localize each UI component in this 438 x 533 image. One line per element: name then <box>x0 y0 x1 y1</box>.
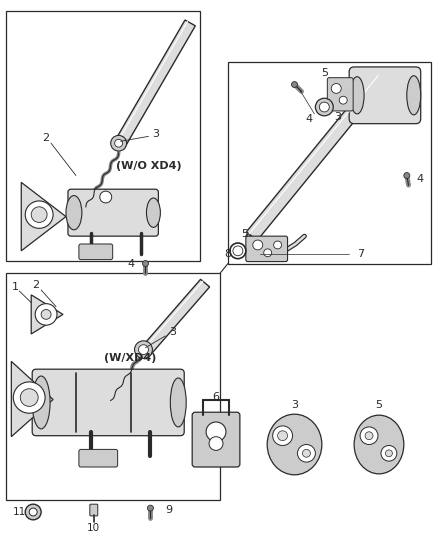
Circle shape <box>331 84 341 93</box>
Text: (W/O XD4): (W/O XD4) <box>116 161 181 171</box>
Circle shape <box>233 246 243 256</box>
FancyBboxPatch shape <box>90 504 98 516</box>
Text: 7: 7 <box>357 249 365 259</box>
Text: 3: 3 <box>152 130 159 140</box>
Circle shape <box>273 426 293 446</box>
FancyBboxPatch shape <box>327 78 353 111</box>
Circle shape <box>365 432 373 440</box>
Circle shape <box>230 243 246 259</box>
FancyBboxPatch shape <box>246 236 288 262</box>
FancyBboxPatch shape <box>192 412 240 467</box>
Circle shape <box>319 102 329 112</box>
Circle shape <box>142 261 148 266</box>
FancyBboxPatch shape <box>68 189 159 236</box>
Circle shape <box>360 427 378 445</box>
Text: 8: 8 <box>224 249 232 259</box>
Text: 2: 2 <box>32 280 40 290</box>
Circle shape <box>115 139 123 147</box>
Text: 4: 4 <box>416 174 423 184</box>
Circle shape <box>20 389 38 406</box>
Circle shape <box>209 437 223 450</box>
Text: 10: 10 <box>87 523 100 532</box>
Circle shape <box>29 508 37 516</box>
Ellipse shape <box>407 76 421 115</box>
Circle shape <box>292 82 297 87</box>
Text: 1: 1 <box>12 282 19 292</box>
Circle shape <box>404 173 410 179</box>
Text: 5: 5 <box>241 229 248 239</box>
Circle shape <box>385 450 392 457</box>
Circle shape <box>339 96 347 104</box>
Text: 5: 5 <box>375 400 382 410</box>
Circle shape <box>111 135 127 151</box>
Circle shape <box>100 191 112 203</box>
FancyBboxPatch shape <box>32 369 184 435</box>
Text: 3: 3 <box>291 400 298 410</box>
Ellipse shape <box>66 196 82 230</box>
Ellipse shape <box>354 415 404 474</box>
Circle shape <box>297 445 315 462</box>
Polygon shape <box>11 361 53 437</box>
Circle shape <box>381 446 397 461</box>
Circle shape <box>13 382 45 413</box>
Polygon shape <box>21 182 66 251</box>
Circle shape <box>25 201 53 228</box>
Text: 5: 5 <box>321 68 328 78</box>
Text: 9: 9 <box>165 505 172 515</box>
Text: 6: 6 <box>212 392 219 401</box>
Text: 3: 3 <box>334 112 341 122</box>
Circle shape <box>303 449 311 457</box>
Circle shape <box>253 240 263 250</box>
Circle shape <box>315 98 333 116</box>
Polygon shape <box>141 279 210 356</box>
Circle shape <box>206 422 226 441</box>
Text: 2: 2 <box>42 133 49 143</box>
Circle shape <box>25 504 41 520</box>
Ellipse shape <box>170 378 186 427</box>
Circle shape <box>35 304 57 325</box>
FancyBboxPatch shape <box>349 67 421 124</box>
Circle shape <box>264 249 272 257</box>
Text: 11: 11 <box>13 507 26 517</box>
Text: 3: 3 <box>169 327 176 337</box>
Ellipse shape <box>32 376 50 429</box>
Text: 4: 4 <box>306 114 313 124</box>
Text: 4: 4 <box>127 259 134 269</box>
Ellipse shape <box>350 77 364 114</box>
Circle shape <box>134 341 152 358</box>
Text: (W/XD4): (W/XD4) <box>104 353 157 364</box>
Polygon shape <box>31 295 63 334</box>
Circle shape <box>148 505 153 511</box>
Ellipse shape <box>267 414 322 475</box>
Circle shape <box>138 345 148 354</box>
Polygon shape <box>113 20 195 149</box>
Circle shape <box>274 241 282 249</box>
Polygon shape <box>246 74 386 240</box>
Circle shape <box>278 431 288 441</box>
Ellipse shape <box>146 198 160 228</box>
FancyBboxPatch shape <box>79 449 118 467</box>
Circle shape <box>31 207 47 222</box>
Circle shape <box>41 310 51 319</box>
FancyBboxPatch shape <box>79 244 113 260</box>
